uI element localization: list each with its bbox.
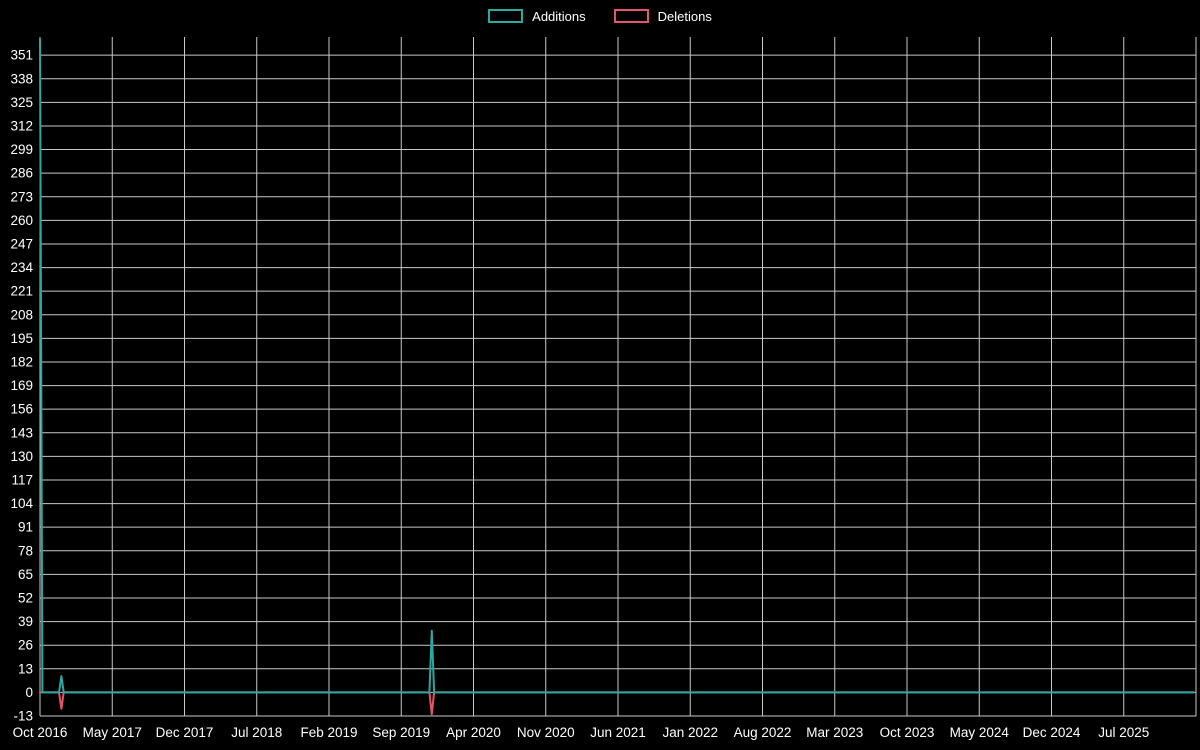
y-tick-label: 221 [10, 284, 33, 299]
x-axis-label: Feb 2019 [300, 725, 357, 740]
y-tick-label: 325 [10, 95, 33, 110]
y-tick-label: 247 [10, 236, 33, 251]
x-axis-label: May 2024 [950, 725, 1010, 740]
y-tick-label: 338 [10, 71, 33, 86]
y-tick-label: 351 [10, 48, 33, 63]
y-tick-label: 26 [18, 638, 33, 653]
x-axis-label: Jun 2021 [590, 725, 646, 740]
y-tick-label: 130 [10, 449, 33, 464]
series-line-additions [39, 37, 1195, 694]
deletions-swatch-icon [613, 9, 649, 23]
legend-label-additions: Additions [532, 8, 586, 24]
y-tick-label: 195 [10, 331, 33, 346]
x-axis-label: Mar 2023 [806, 725, 863, 740]
x-axis-label: May 2017 [83, 725, 142, 740]
y-tick-label: 0 [25, 685, 33, 700]
y-tick-label: 234 [10, 260, 33, 275]
y-tick-label: 78 [18, 543, 33, 558]
x-axis-label: Nov 2020 [517, 725, 575, 740]
x-axis-label: Jul 2018 [231, 725, 282, 740]
x-axis-label: Jan 2022 [662, 725, 718, 740]
legend-item-additions[interactable]: Additions [488, 8, 586, 24]
y-tick-label: 260 [10, 213, 33, 228]
y-tick-label: -13 [13, 709, 33, 724]
x-axis-label: Oct 2016 [13, 725, 68, 740]
x-axis-label: Aug 2022 [734, 725, 792, 740]
y-tick-label: 13 [18, 661, 33, 676]
y-tick-label: 273 [10, 189, 33, 204]
legend-label-deletions: Deletions [657, 8, 712, 24]
x-axis-label: Apr 2020 [446, 725, 501, 740]
additions-swatch-icon [488, 9, 524, 23]
y-tick-label: 286 [10, 166, 33, 181]
y-tick-label: 52 [18, 590, 33, 605]
y-tick-label: 208 [10, 307, 33, 322]
y-tick-label: 169 [10, 378, 33, 393]
y-tick-label: 156 [10, 402, 33, 417]
x-axis-label: Jul 2025 [1098, 725, 1149, 740]
y-tick-label: 117 [11, 472, 33, 487]
y-tick-label: 182 [10, 354, 33, 369]
x-axis-label: Dec 2017 [156, 725, 214, 740]
y-tick-label: 39 [18, 614, 33, 629]
x-axis-label: Dec 2024 [1023, 725, 1081, 740]
y-tick-label: 143 [10, 425, 33, 440]
x-axis-label: Oct 2023 [880, 725, 935, 740]
y-tick-label: 65 [18, 567, 33, 582]
series-line-deletions [39, 691, 1195, 716]
legend-item-deletions[interactable]: Deletions [613, 8, 712, 24]
y-tick-label: 299 [10, 142, 33, 157]
y-tick-label: 312 [10, 118, 33, 133]
x-axis-label: Sep 2019 [372, 725, 430, 740]
y-tick-label: 104 [10, 496, 33, 511]
chart-legend: Additions Deletions [0, 9, 1200, 23]
y-tick-label: 91 [18, 520, 33, 535]
